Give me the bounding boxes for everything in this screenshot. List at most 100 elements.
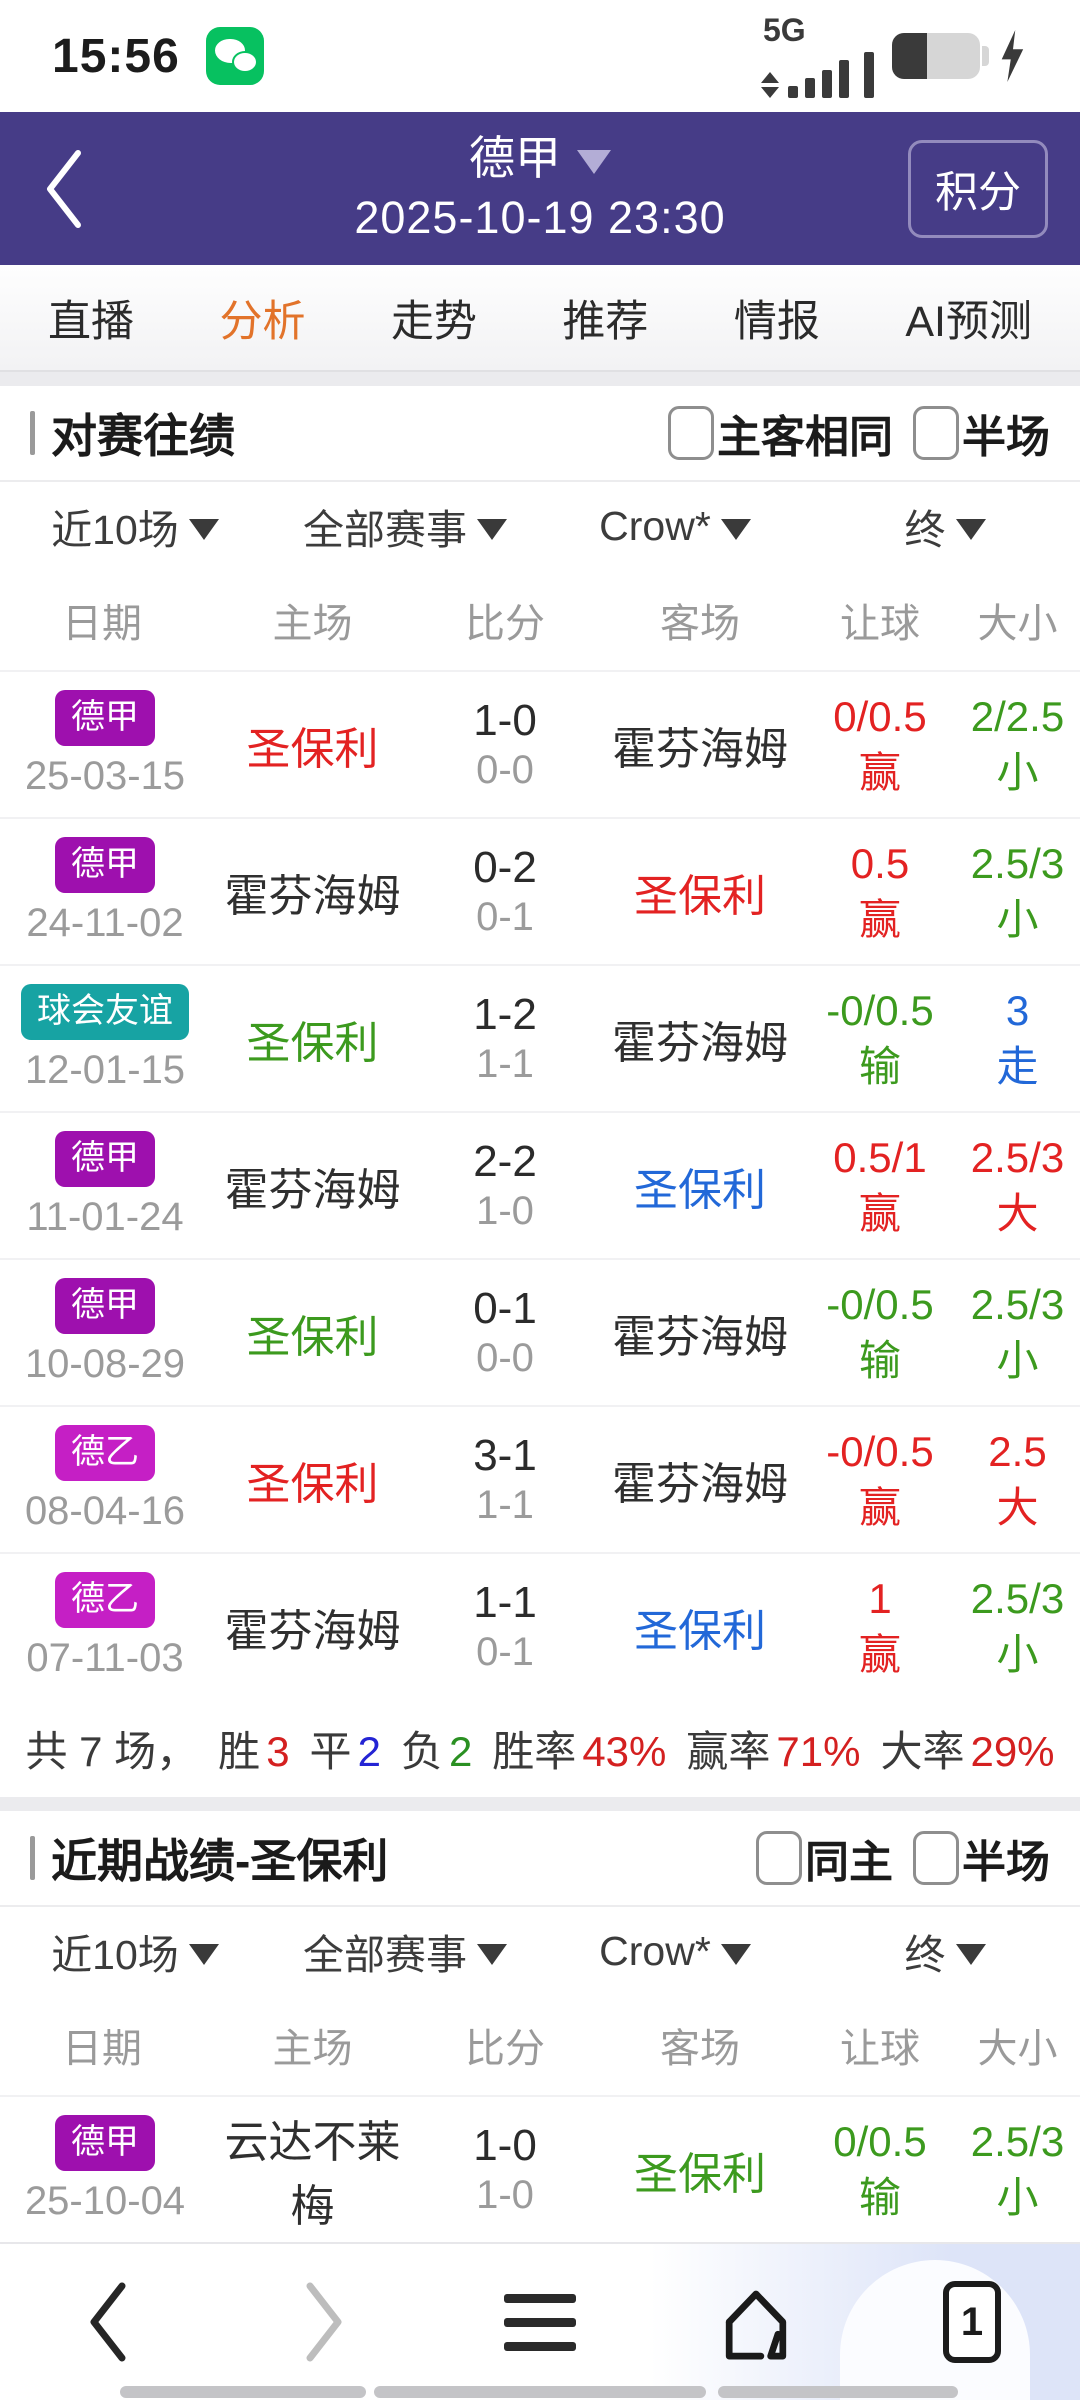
nav-menu-button[interactable] [480,2262,600,2382]
filter-dropdown[interactable]: 终 [810,496,1080,556]
match-row[interactable]: 德乙 07-11-03 霍芬海姆 1-1 0-1 圣保利 1 赢 2.5/3 小 [0,1552,1080,1699]
filter-row: 近10场 全部赛事 Crow* 终 [0,1907,1080,1995]
handicap-line: -0/0.5 [826,986,934,1034]
handicap-line: -0/0.5 [826,1280,934,1328]
column-header: 比分 [465,2027,545,2071]
tab-item[interactable]: 走势 [390,297,477,346]
charging-bolt-icon [1001,30,1024,82]
match-row[interactable]: 德甲 24-11-02 霍芬海姆 0-2 0-1 圣保利 0.5 赢 2.5/3… [0,817,1080,964]
standings-button[interactable]: 积分 [908,139,1048,238]
match-date: 12-01-15 [24,1047,186,1092]
tab-item[interactable]: 情报 [733,297,820,346]
overunder-result: 大 [996,1189,1039,1237]
overunder-result: 大 [996,1483,1039,1531]
overunder-result: 小 [996,1630,1039,1678]
match-date: 25-03-15 [24,753,186,798]
checkbox-option[interactable]: 主客相同 [668,401,893,465]
nav-forward-button[interactable] [264,2262,384,2382]
checkbox[interactable] [756,1831,802,1885]
filter-dropdown[interactable]: 终 [810,1921,1080,1981]
league-badge: 德甲 [55,2115,155,2171]
match-datetime: 2025-10-19 23:30 [354,191,726,243]
table-header: 日期 主场 比分 客场 让球 大小 [0,570,1080,670]
tab-item[interactable]: 直播 [48,297,134,346]
signal-bars-icon [788,86,798,98]
nav-home-button[interactable] [696,2262,816,2382]
chevron-down-icon [955,1943,986,1965]
halftime-score: 0-1 [476,894,534,939]
overunder-cell: 2/2.5 小 [955,695,1080,794]
chevron-down-icon [477,518,507,540]
checkbox-option[interactable]: 半场 [913,401,1050,465]
overunder-cell: 2.5/3 小 [955,1577,1080,1678]
league-name: 德甲 [469,132,561,185]
home-icon [725,2290,787,2360]
overunder-line: 2.5/3 [970,2117,1065,2165]
filter-dropdown[interactable]: 近10场 [0,1921,270,1981]
network-type-label: 5G [763,12,806,48]
tab-item[interactable]: 分析 [219,297,306,346]
match-row[interactable]: 德甲 10-08-29 圣保利 0-1 0-0 霍芬海姆 -0/0.5 输 2.… [0,1258,1080,1405]
filter-dropdown[interactable]: Crow* [540,503,810,550]
league-badge: 德甲 [55,690,155,746]
column-header: 主场 [272,2027,353,2071]
column-header: 日期 [62,2027,142,2071]
halftime-score: 0-1 [476,1629,534,1674]
fulltime-score: 3-1 [473,1431,537,1481]
halftime-score: 0-0 [476,747,534,792]
fulltime-score: 1-0 [473,696,537,746]
handicap-cell: 0/0.5 赢 [805,695,955,794]
match-date: 25-10-04 [24,2178,186,2223]
chevron-down-icon [955,518,986,540]
summary-value: 2 [357,1727,381,1775]
summary-value: 71% [776,1727,861,1775]
nav-back-button[interactable] [48,2262,168,2382]
checkbox[interactable] [913,1831,959,1885]
handicap-result: 输 [858,1042,901,1090]
summary-label: 赢率 [686,1727,771,1775]
handicap-line: 1 [868,1574,892,1622]
tab-item[interactable]: AI预测 [905,297,1032,346]
fulltime-score: 1-0 [473,2121,537,2171]
home-team: 圣保利 [246,1312,379,1362]
filter-dropdown[interactable]: 近10场 [0,496,270,556]
checkbox[interactable] [913,406,959,460]
handicap-result: 输 [858,1336,901,1384]
match-row[interactable]: 德甲 11-01-24 霍芬海姆 2-2 1-0 圣保利 0.5/1 赢 2.5… [0,1111,1080,1258]
fulltime-score: 0-1 [473,1284,537,1334]
filter-dropdown[interactable]: Crow* [540,1928,810,1975]
filter-dropdown[interactable]: 全部赛事 [270,1921,540,1981]
match-row[interactable]: 德乙 08-04-16 圣保利 3-1 1-1 霍芬海姆 -0/0.5 赢 2.… [0,1405,1080,1552]
checkbox-option[interactable]: 半场 [913,1826,1050,1890]
checkbox-option[interactable]: 同主 [756,1826,893,1890]
match-row[interactable]: 球会友谊 12-01-15 圣保利 1-2 1-1 霍芬海姆 -0/0.5 输 … [0,964,1080,1111]
back-icon [90,2282,126,2362]
checkbox-label: 半场 [962,1838,1050,1887]
handicap-cell: 0.5 赢 [805,842,955,941]
handicap-cell: -0/0.5 输 [805,986,955,1090]
match-row[interactable]: 德甲 25-03-15 圣保利 1-0 0-0 霍芬海姆 0/0.5 赢 2/2… [0,670,1080,817]
handicap-line: -0/0.5 [826,1427,934,1475]
summary-value: 29% [970,1727,1055,1775]
column-header: 日期 [62,602,142,646]
summary-value: 2 [448,1727,473,1775]
filter-dropdown[interactable]: 全部赛事 [270,496,540,556]
filter-label: 全部赛事 [303,507,467,553]
handicap-line: 0/0.5 [833,2117,927,2165]
match-date: 07-11-03 [26,1635,184,1680]
chevron-down-icon [188,518,219,540]
nav-tabs-button[interactable]: 1 [912,2262,1032,2382]
overunder-cell: 2.5/3 小 [955,2117,1080,2219]
checkbox[interactable] [668,406,714,460]
tab-count: 1 [960,2299,984,2344]
tab-item[interactable]: 推荐 [562,297,649,346]
handicap-result: 输 [858,2173,901,2221]
summary-label: 大率 [880,1727,965,1775]
league-selector[interactable]: 德甲 [240,133,840,184]
match-row[interactable]: 德甲 25-10-04 云达不莱梅 1-0 1-0 圣保利 0/0.5 输 2.… [0,2095,1080,2242]
league-badge: 德乙 [55,1572,155,1628]
status-bar: 15:56 5G [0,0,1080,112]
menu-icon [504,2293,576,2351]
back-icon[interactable] [42,147,86,231]
